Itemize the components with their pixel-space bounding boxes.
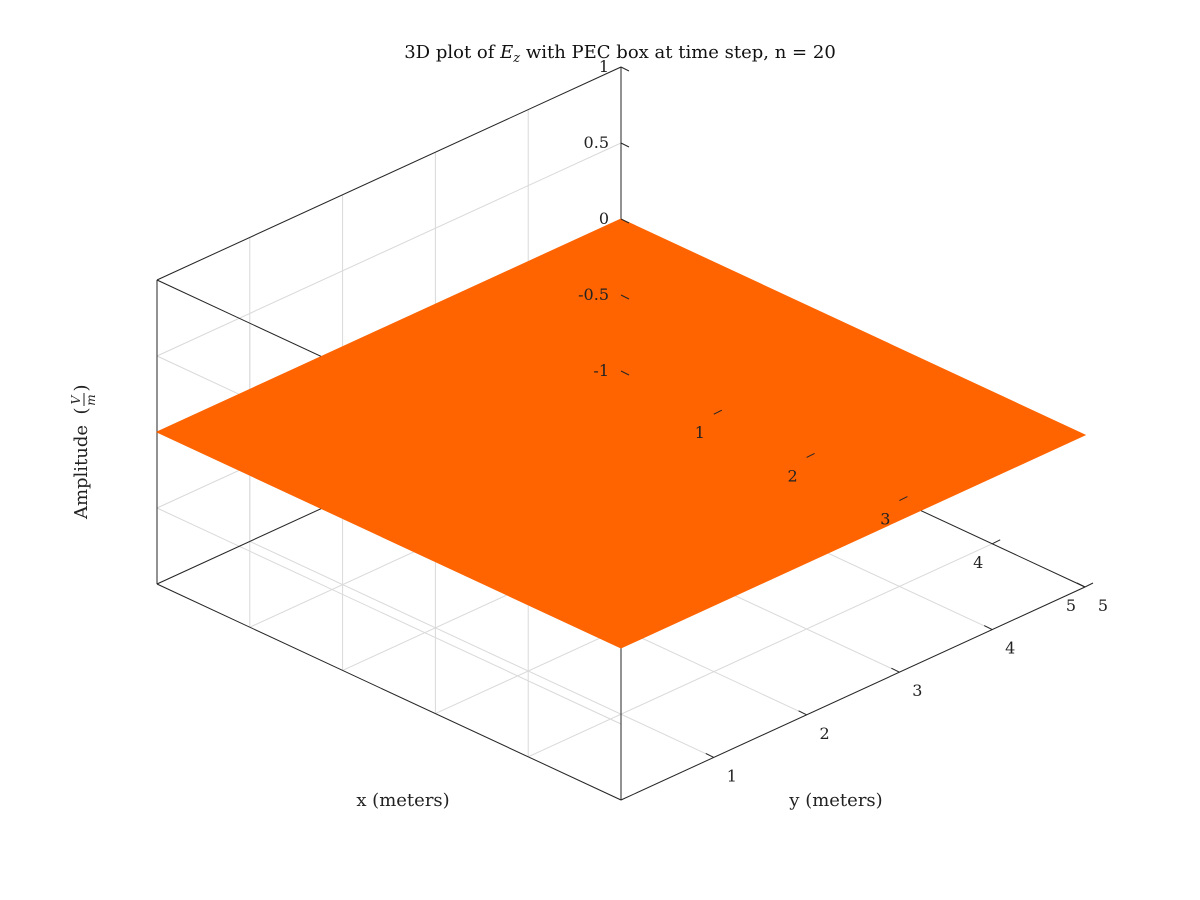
y-tick-label: 2	[820, 724, 830, 743]
chart-title: 3D plot of Ez with PEC box at time step,…	[404, 42, 836, 66]
y-tick-mark	[983, 625, 993, 631]
z-axis-label-open-paren: (	[71, 407, 92, 414]
z-axis-label-text: Amplitude	[71, 425, 92, 520]
x-tick-mark	[1084, 582, 1094, 588]
y-axis-label: y (meters)	[788, 790, 882, 811]
x-tick-mark	[991, 539, 1001, 545]
x-tick-label: 5	[1066, 596, 1076, 615]
z-unit-denominator: m	[84, 394, 98, 405]
tick-marks	[620, 66, 1094, 758]
tick-labels: 1 2 3 4 5 1 2 3 4 5 -1 -0.5 0 0.5 1	[578, 57, 1108, 785]
z-tick-label: 0	[599, 209, 609, 228]
z-unit-numerator: V	[69, 394, 83, 404]
surface-patch	[155, 218, 1087, 649]
y-tick-label: 3	[912, 681, 922, 700]
z-axis-label: Amplitude ( V m )	[69, 384, 98, 520]
z-axis-label-close-paren: )	[71, 384, 92, 391]
z-tick-label: -1	[593, 361, 609, 380]
y-tick-label: 4	[1005, 639, 1015, 658]
x-tick-mark	[899, 496, 908, 502]
z-tick-label: 0.5	[584, 133, 609, 152]
floor-grid-x	[527, 543, 993, 758]
floor-grid-y	[249, 540, 715, 758]
title-prefix: 3D plot of	[404, 42, 500, 63]
title-subscript: z	[512, 51, 520, 66]
x-tick-label: 2	[788, 466, 798, 485]
z-tick-mark	[620, 294, 630, 300]
surface-layer	[155, 218, 1087, 649]
title-symbol: E	[499, 42, 513, 63]
y-tick-label: 1	[727, 766, 737, 785]
z-tick-label: 1	[599, 57, 609, 76]
z-tick-mark	[620, 142, 630, 148]
x-tick-label: 1	[695, 423, 705, 442]
back-wall-grid-z	[156, 142, 622, 357]
back-wall-grid-z	[156, 507, 622, 725]
z-tick-label: -0.5	[578, 285, 609, 304]
title-suffix: with PEC box at time step, n = 20	[520, 42, 836, 63]
y-tick-mark	[798, 710, 807, 716]
z-tick-mark	[620, 66, 630, 72]
x-tick-label: 3	[880, 510, 890, 529]
y-tick-mark	[1076, 582, 1086, 588]
z-tick-mark	[620, 218, 630, 224]
x-axis-label: x (meters)	[356, 790, 449, 811]
axes-box-edge	[620, 586, 1086, 801]
axes-box-edge	[156, 583, 622, 801]
x-tick-mark	[713, 409, 723, 415]
axes-box-edge	[156, 66, 622, 281]
x-tick-label: 4	[973, 553, 983, 572]
y-tick-mark	[891, 667, 900, 673]
z-tick-mark	[620, 370, 630, 376]
y-tick-label: 5	[1098, 596, 1108, 615]
x-tick-mark	[806, 452, 815, 458]
y-tick-mark	[705, 752, 715, 758]
